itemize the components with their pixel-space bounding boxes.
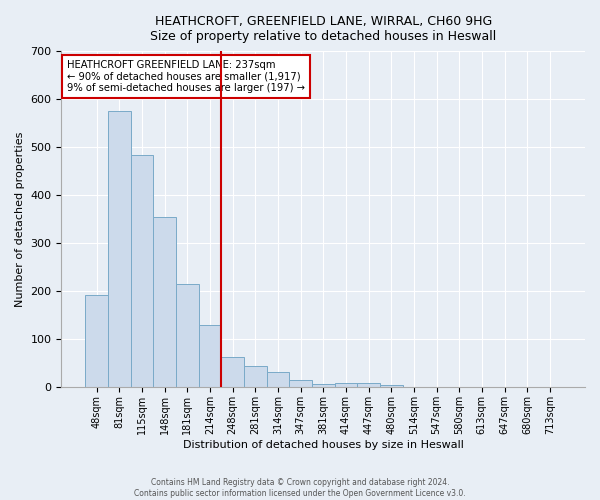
Text: HEATHCROFT GREENFIELD LANE: 237sqm
← 90% of detached houses are smaller (1,917)
: HEATHCROFT GREENFIELD LANE: 237sqm ← 90%… [67,60,305,92]
Bar [153,217,176,388]
Y-axis label: Number of detached properties: Number of detached properties [15,132,25,307]
Bar [335,382,357,388]
Bar [176,284,199,388]
Bar [108,110,131,388]
Bar [244,366,266,388]
Bar [380,384,403,388]
Bar [289,380,312,388]
Bar [357,382,380,388]
Bar [312,384,335,388]
Bar [199,325,221,388]
Bar [85,295,108,388]
Title: HEATHCROFT, GREENFIELD LANE, WIRRAL, CH60 9HG
Size of property relative to detac: HEATHCROFT, GREENFIELD LANE, WIRRAL, CH6… [150,15,496,43]
X-axis label: Distribution of detached houses by size in Heswall: Distribution of detached houses by size … [183,440,464,450]
Text: Contains HM Land Registry data © Crown copyright and database right 2024.
Contai: Contains HM Land Registry data © Crown c… [134,478,466,498]
Bar [266,372,289,388]
Bar [131,155,153,388]
Bar [221,357,244,388]
